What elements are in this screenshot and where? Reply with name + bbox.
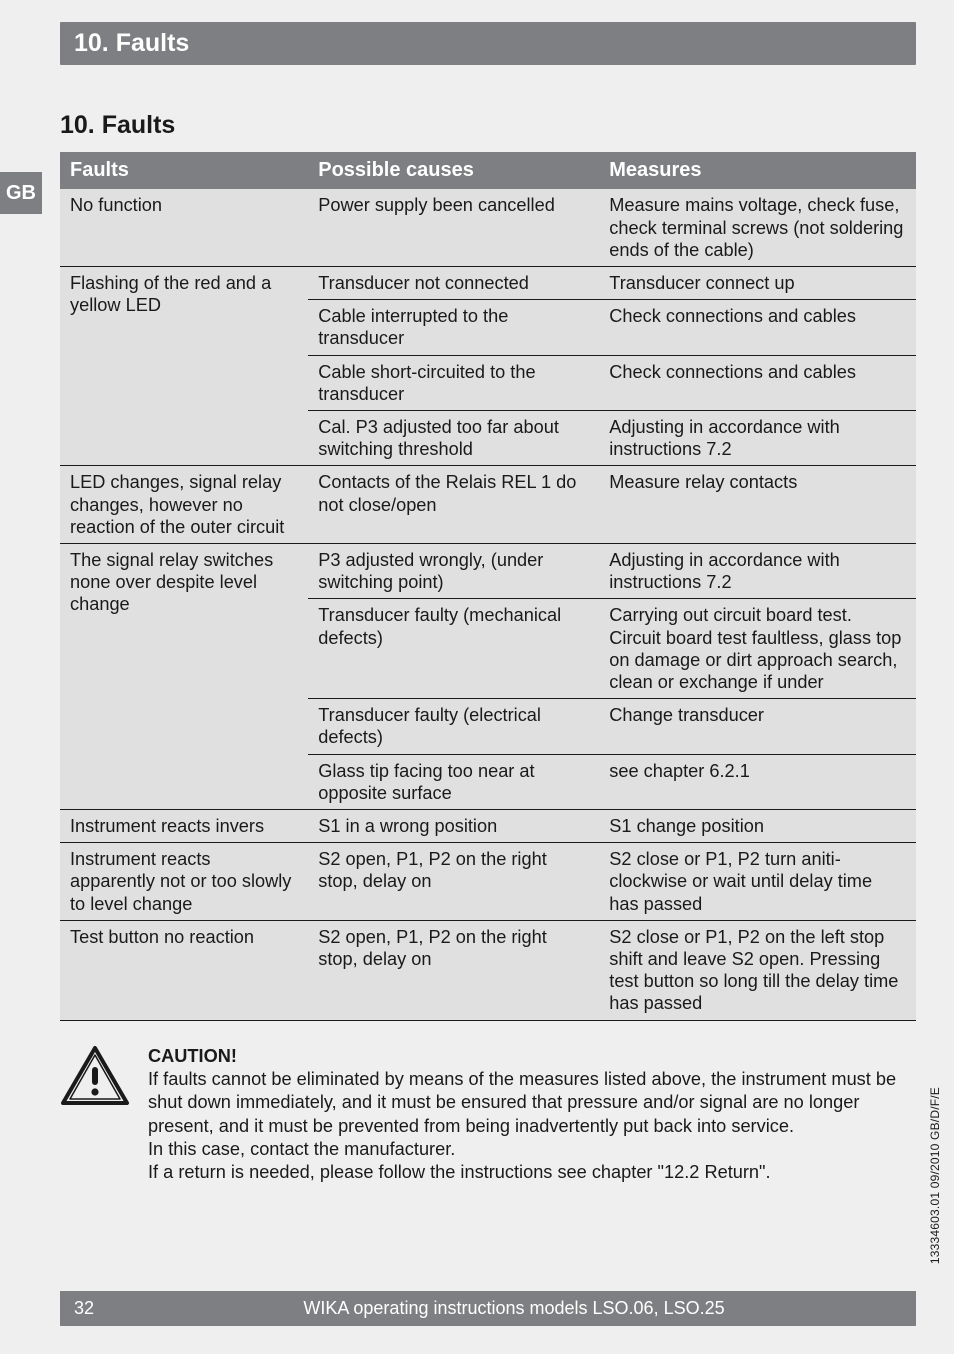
section-banner: 10. Faults: [60, 22, 916, 65]
cell-cause: Transducer not connected: [308, 267, 599, 300]
cell-measure: Carrying out circuit board test. Circuit…: [599, 599, 916, 699]
cell-measure: Check connections and cables: [599, 355, 916, 410]
table-header-faults: Faults: [60, 152, 308, 189]
cell-cause: Transducer faulty (electrical defects): [308, 699, 599, 754]
document-id-text: 13334603.01 09/2010 GB/D/F/E: [928, 1087, 942, 1264]
table-row: No functionPower supply been cancelledMe…: [60, 189, 916, 266]
cell-fault: LED changes, signal relay changes, howev…: [60, 466, 308, 544]
cell-cause: S1 in a wrong position: [308, 810, 599, 843]
table-row: Flashing of the red and a yellow LEDTran…: [60, 267, 916, 300]
caution-body-1: If faults cannot be eliminated by means …: [148, 1068, 906, 1138]
cell-fault: Flashing of the red and a yellow LED: [60, 267, 308, 466]
language-tab: GB: [0, 172, 42, 214]
caution-heading: CAUTION!: [148, 1045, 906, 1068]
cell-measure: Adjusting in accordance with instruction…: [599, 411, 916, 466]
cell-cause: Cable interrupted to the transducer: [308, 300, 599, 355]
table-row: The signal relay switches none over desp…: [60, 544, 916, 599]
language-tab-label: GB: [6, 182, 36, 205]
cell-measure: Change transducer: [599, 699, 916, 754]
cell-measure: S2 close or P1, P2 turn aniti-clockwise …: [599, 843, 916, 921]
table-row: Test button no reactionS2 open, P1, P2 o…: [60, 920, 916, 1020]
table-row: LED changes, signal relay changes, howev…: [60, 466, 916, 544]
caution-text: CAUTION! If faults cannot be eliminated …: [148, 1045, 906, 1185]
cell-measure: see chapter 6.2.1: [599, 754, 916, 809]
cell-cause: Glass tip facing too near at opposite su…: [308, 754, 599, 809]
cell-cause: Transducer faulty (mechanical defects): [308, 599, 599, 699]
cell-cause: Cal. P3 adjusted too far about switching…: [308, 411, 599, 466]
cell-cause: P3 adjusted wrongly, (under switching po…: [308, 544, 599, 599]
cell-fault: Test button no reaction: [60, 920, 308, 1020]
cell-fault: Instrument reacts apparently not or too …: [60, 843, 308, 921]
section-heading: 10. Faults: [60, 111, 916, 140]
table-row: Instrument reacts apparently not or too …: [60, 843, 916, 921]
table-header-causes: Possible causes: [308, 152, 599, 189]
cell-cause: Power supply been cancelled: [308, 189, 599, 266]
table-header-measures: Measures: [599, 152, 916, 189]
footer-text: WIKA operating instructions models LSO.0…: [126, 1298, 902, 1319]
caution-body-2: In this case, contact the manufacturer.: [148, 1138, 906, 1161]
cell-cause: Contacts of the Relais REL 1 do not clos…: [308, 466, 599, 544]
cell-cause: S2 open, P1, P2 on the right stop, delay…: [308, 843, 599, 921]
cell-fault: The signal relay switches none over desp…: [60, 544, 308, 810]
cell-measure: Check connections and cables: [599, 300, 916, 355]
cell-fault: No function: [60, 189, 308, 266]
caution-body-3: If a return is needed, please follow the…: [148, 1161, 906, 1184]
caution-block: CAUTION! If faults cannot be eliminated …: [60, 1045, 916, 1185]
table-row: Instrument reacts inversS1 in a wrong po…: [60, 810, 916, 843]
cell-cause: Cable short-circuited to the transducer: [308, 355, 599, 410]
cell-measure: Transducer connect up: [599, 267, 916, 300]
cell-fault: Instrument reacts invers: [60, 810, 308, 843]
footer-bar: 32 WIKA operating instructions models LS…: [60, 1291, 916, 1326]
section-banner-text: 10. Faults: [74, 29, 189, 57]
cell-measure: Adjusting in accordance with instruction…: [599, 544, 916, 599]
cell-measure: Measure mains voltage, check fuse, check…: [599, 189, 916, 266]
cell-measure: S1 change position: [599, 810, 916, 843]
footer-page-number: 32: [74, 1298, 126, 1319]
cell-measure: S2 close or P1, P2 on the left stop shif…: [599, 920, 916, 1020]
cell-measure: Measure relay contacts: [599, 466, 916, 544]
faults-table: Faults Possible causes Measures No funct…: [60, 152, 916, 1021]
document-id-vertical: 13334603.01 09/2010 GB/D/F/E: [928, 1087, 942, 1264]
section-heading-text: 10. Faults: [60, 111, 175, 139]
caution-icon: [60, 1045, 130, 1107]
cell-cause: S2 open, P1, P2 on the right stop, delay…: [308, 920, 599, 1020]
